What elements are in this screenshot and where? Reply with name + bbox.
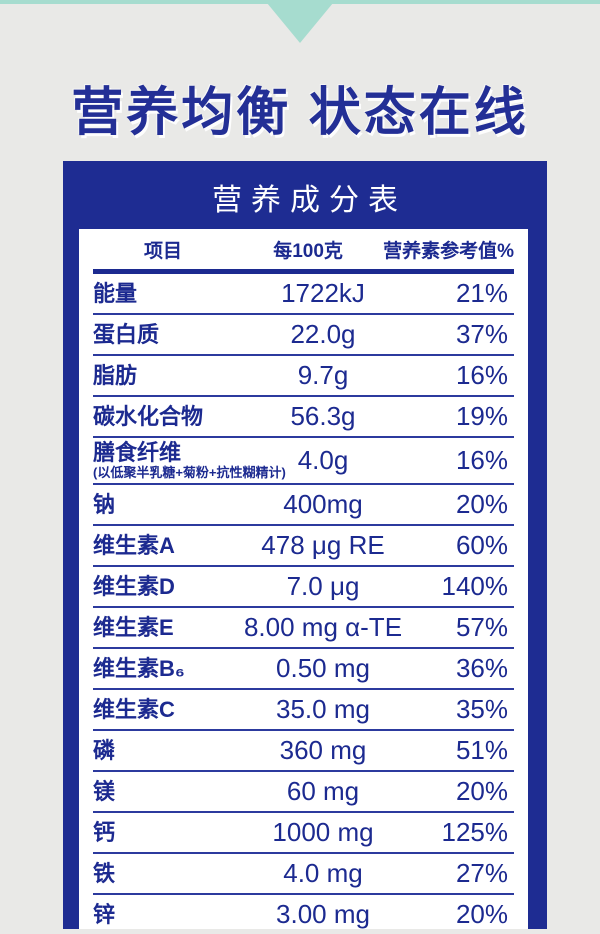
column-header-per100g: 每100克 <box>273 240 343 262</box>
column-header-item: 项目 <box>143 240 182 262</box>
nutrient-nrv-percent: 20% <box>455 776 508 806</box>
nutrient-nrv-percent: 60% <box>455 530 508 560</box>
nutrient-nrv-percent: 19% <box>455 401 508 431</box>
nutrient-nrv-percent: 36% <box>455 653 508 683</box>
nutrient-name: 碳水化合物 <box>93 404 204 429</box>
nutrient-name-cell: 钙 <box>93 820 243 845</box>
nutrient-name-cell: 钠 <box>93 492 243 517</box>
nutrient-nrv-percent: 27% <box>455 858 508 888</box>
nutrient-name: 锌 <box>93 902 116 927</box>
nutrient-name-cell: 维生素A <box>93 533 243 558</box>
teal-triangle-icon <box>267 3 333 43</box>
nutrient-name: 铁 <box>93 861 116 886</box>
table-row: 碳水化合物 56.3g 19% <box>93 395 514 436</box>
nutrient-amount: 8.00 mg α-TE <box>243 612 403 642</box>
nutrient-name-cell: 维生素D <box>93 574 243 599</box>
nutrient-name: 蛋白质 <box>93 322 160 347</box>
nutrient-nrv-percent: 51% <box>455 735 508 765</box>
nutrient-name: 维生素A <box>93 533 175 558</box>
nutrient-name-cell: 维生素E <box>93 615 243 640</box>
nutrient-amount: 4.0 mg <box>283 858 363 888</box>
table-row: 脂肪 9.7g 16% <box>93 354 514 395</box>
table-body: 能量 1722kJ 21% 蛋白质 22.0g 37% 脂肪 9.7g 16% … <box>93 274 514 934</box>
nutrient-name-cell: 锌 <box>93 902 243 927</box>
nutrient-amount: 360 mg <box>279 735 367 765</box>
table-header-row: 项目 每100克 营养素参考值% <box>93 229 514 274</box>
page-title: 营养均衡 状态在线 <box>71 84 529 142</box>
nutrient-name: 钠 <box>93 492 116 517</box>
nutrient-nrv-percent: 37% <box>455 319 508 349</box>
table-row: 镁 60 mg 20% <box>93 770 514 811</box>
nutrient-name: 维生素E <box>93 615 174 640</box>
nutrient-nrv-percent: 140% <box>441 571 509 601</box>
nutrient-name-cell: 维生素B₆ <box>93 656 243 681</box>
nutrient-nrv-percent: 16% <box>455 445 508 475</box>
nutrient-name-cell: 蛋白质 <box>93 322 243 347</box>
table-row: 维生素B₆ 0.50 mg 36% <box>93 647 514 688</box>
nutrient-name: 维生素C <box>93 697 175 722</box>
nutrient-name: 镁 <box>93 779 116 804</box>
nutrient-nrv-percent: 20% <box>455 899 508 929</box>
nutrition-panel: 营养成分表 项目 每100克 营养素参考值% 能量 1722kJ 21% 蛋白质… <box>63 161 547 929</box>
column-header-nrv: 营养素参考值% <box>383 240 514 262</box>
table-row: 能量 1722kJ 21% <box>93 274 514 313</box>
nutrition-table: 项目 每100克 营养素参考值% 能量 1722kJ 21% 蛋白质 22.0g… <box>79 229 528 929</box>
nutrient-nrv-percent: 125% <box>441 817 509 847</box>
nutrient-name: 脂肪 <box>93 363 138 388</box>
table-row: 维生素C 35.0 mg 35% <box>93 688 514 729</box>
nutrient-nrv-percent: 21% <box>455 278 508 308</box>
nutrient-name-cell: 脂肪 <box>93 363 243 388</box>
nutrient-amount: 7.0 μg <box>286 571 360 601</box>
nutrition-table-title: 营养成分表 <box>212 184 407 217</box>
table-row: 维生素E 8.00 mg α-TE 57% <box>93 606 514 647</box>
table-row: 磷 360 mg 51% <box>93 729 514 770</box>
nutrient-amount: 1000 mg <box>272 817 374 847</box>
nutrient-name: 钙 <box>93 820 116 845</box>
nutrient-note: (以低聚半乳糖+菊粉+抗性糊精计) <box>93 465 286 480</box>
nutrient-name-cell: 碳水化合物 <box>93 404 243 429</box>
nutrient-name-cell: 维生素C <box>93 697 243 722</box>
table-row: 铁 4.0 mg 27% <box>93 852 514 893</box>
nutrient-nrv-percent: 57% <box>455 612 508 642</box>
table-row: 锌 3.00 mg 20% <box>93 893 514 934</box>
table-row: 蛋白质 22.0g 37% <box>93 313 514 354</box>
nutrient-nrv-percent: 35% <box>455 694 508 724</box>
nutrient-name: 磷 <box>93 738 116 763</box>
nutrient-amount: 0.50 mg <box>276 653 370 683</box>
table-row: 维生素D 7.0 μg 140% <box>93 565 514 606</box>
nutrient-name-cell: 铁 <box>93 861 243 886</box>
nutrient-amount: 22.0g <box>290 319 356 349</box>
nutrient-nrv-percent: 20% <box>455 489 508 519</box>
nutrient-name-cell: 膳食纤维 (以低聚半乳糖+菊粉+抗性糊精计) <box>93 440 286 481</box>
nutrient-amount: 56.3g <box>290 401 356 431</box>
table-row: 膳食纤维 (以低聚半乳糖+菊粉+抗性糊精计) 4.0g 16% <box>93 436 514 483</box>
nutrient-name: 能量 <box>93 281 138 306</box>
table-row: 钠 400mg 20% <box>93 483 514 524</box>
nutrient-amount: 35.0 mg <box>276 694 370 724</box>
nutrient-name: 膳食纤维 <box>93 440 182 465</box>
nutrient-amount: 9.7g <box>297 360 349 390</box>
nutrient-name: 维生素B₆ <box>93 656 185 681</box>
table-row: 维生素A 478 μg RE 60% <box>93 524 514 565</box>
teal-top-bar <box>0 0 600 4</box>
nutrient-amount: 1722kJ <box>281 278 365 308</box>
nutrient-amount: 400mg <box>283 489 363 519</box>
nutrient-amount: 60 mg <box>286 776 360 806</box>
nutrient-amount: 3.00 mg <box>276 899 370 929</box>
nutrient-amount: 4.0g <box>297 445 349 475</box>
nutrient-amount: 478 μg RE <box>261 530 385 560</box>
nutrient-name-cell: 镁 <box>93 779 243 804</box>
nutrient-name: 维生素D <box>93 574 175 599</box>
table-row: 钙 1000 mg 125% <box>93 811 514 852</box>
nutrient-name-cell: 磷 <box>93 738 243 763</box>
nutrient-nrv-percent: 16% <box>455 360 508 390</box>
nutrient-name-cell: 能量 <box>93 281 243 306</box>
